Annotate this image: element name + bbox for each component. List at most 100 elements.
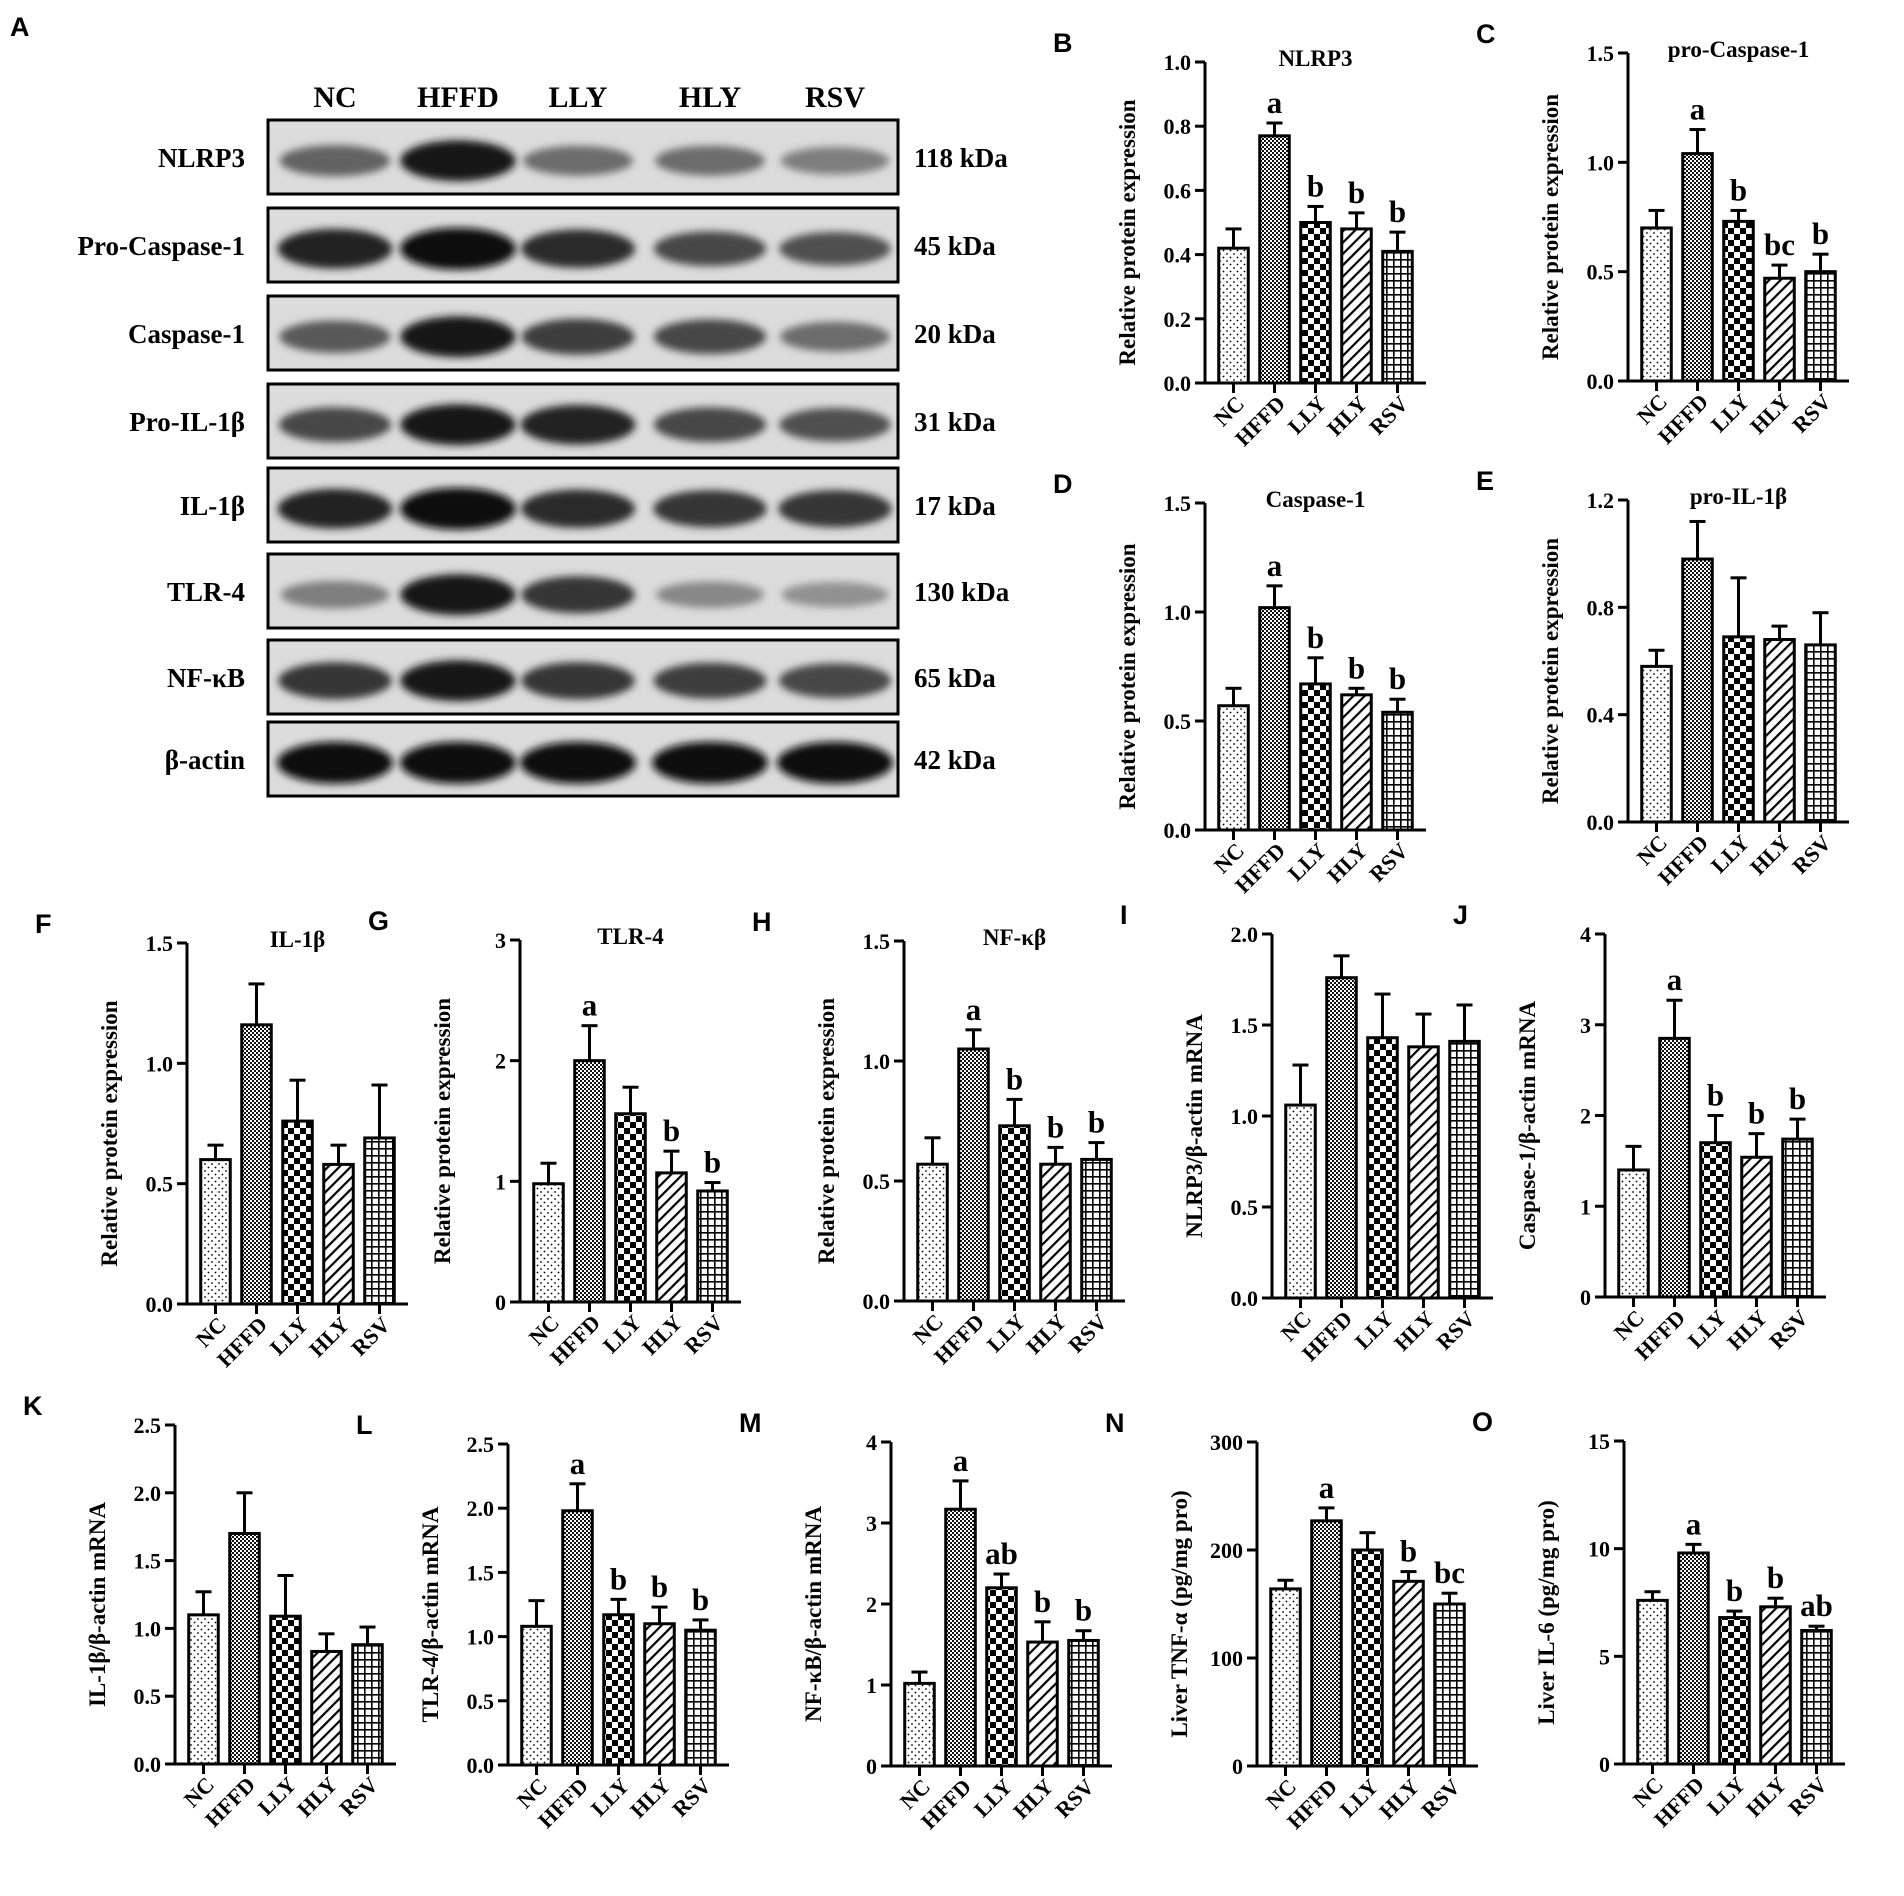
significance-letter: b [1348, 650, 1365, 685]
molecular-weight-label: 45 kDa [914, 231, 996, 261]
panel-label: E [1476, 466, 1494, 496]
bar [1718, 1616, 1751, 1766]
x-tick-label: LLY [969, 1774, 1017, 1822]
protein-band [523, 145, 633, 176]
bar [1340, 693, 1373, 832]
bar [1366, 1036, 1399, 1300]
y-tick-label: 0.5 [1231, 1195, 1259, 1220]
bar [903, 1681, 936, 1768]
x-tick-label: RSV [1063, 1309, 1112, 1358]
y-axis-label: IL-1β/β-actin mRNA [85, 1502, 110, 1707]
protein-band [400, 741, 516, 784]
y-tick-label: 0.8 [1164, 114, 1192, 139]
protein-band [653, 231, 767, 267]
x-tick-label: LLY [1706, 830, 1754, 878]
protein-band [653, 662, 767, 699]
y-axis-label: NF-κB/β-actin mRNA [801, 1506, 826, 1722]
protein-label: β-actin [165, 745, 245, 775]
panel-label: A [10, 12, 30, 42]
molecular-weight-label: 65 kDa [914, 663, 996, 693]
protein-label: IL-1β [180, 491, 245, 521]
x-tick-label: RSV [1050, 1774, 1099, 1823]
bar [228, 1531, 261, 1766]
bar [1258, 134, 1291, 385]
y-axis-label: Liver IL-6 (pg/mg pro) [1534, 1500, 1559, 1725]
protein-label: Pro-Caspase-1 [78, 231, 245, 261]
y-tick-label: 1.0 [1164, 50, 1192, 75]
bar [1080, 1157, 1113, 1303]
panel-label: M [739, 1408, 762, 1438]
panel-label: H [752, 907, 772, 937]
significance-letter: b [1034, 1584, 1051, 1619]
y-tick-label: 0.5 [134, 1684, 162, 1709]
panel-label: J [1453, 900, 1468, 930]
x-tick-label: HLY [1008, 1774, 1058, 1824]
y-tick-label: 0 [1580, 1285, 1591, 1310]
lane-label: RSV [805, 81, 865, 114]
x-tick-label: LLY [253, 1772, 301, 1820]
chart-title: NLRP3 [1278, 46, 1352, 71]
bar [1448, 1039, 1481, 1300]
bar [1699, 1141, 1732, 1299]
y-tick-label: 1.0 [1231, 1104, 1259, 1129]
y-tick-label: 2.0 [134, 1481, 162, 1506]
lane-label: NC [313, 81, 356, 114]
protein-label: NF-κB [167, 663, 245, 693]
protein-band [521, 576, 635, 614]
significance-letter: b [1767, 1560, 1784, 1595]
y-tick-label: 0.0 [146, 1292, 174, 1317]
y-tick-label: 1 [866, 1673, 877, 1698]
y-axis-label: Liver TNF-α (pg/mg pro) [1167, 1490, 1192, 1737]
blot-row: Pro-IL-1β 31 kDa [129, 382, 996, 460]
y-tick-label: 100 [1210, 1646, 1243, 1671]
panel-label: L [356, 1410, 373, 1440]
bar [655, 1171, 688, 1304]
western-blot-panel: A NC HFFD LLY HLY RSV NLRP3 118 kDa Pro-Caspas… [10, 12, 1010, 798]
protein-band [520, 404, 636, 445]
y-axis-label: NLRP3/β-actin mRNA [1182, 1014, 1207, 1238]
y-tick-label: 0.0 [467, 1753, 495, 1778]
bar [1392, 1579, 1425, 1768]
x-tick-label: LLY [586, 1773, 634, 1821]
chart-title: NF-κβ [983, 925, 1046, 950]
significance-letter: a [1319, 1470, 1335, 1505]
protein-band [279, 145, 391, 177]
protein-band [400, 574, 516, 616]
x-tick-label: RSV [1783, 1772, 1832, 1821]
bar [957, 1047, 990, 1303]
significance-letter: bc [1434, 1555, 1465, 1590]
protein-band [278, 662, 392, 700]
y-axis-label: Relative protein expression [1538, 94, 1563, 360]
significance-letter: a [1267, 85, 1283, 120]
y-tick-label: 0.0 [1587, 810, 1615, 835]
bar [1681, 557, 1714, 824]
y-tick-label: 0.5 [1587, 260, 1615, 285]
protein-band [779, 407, 891, 442]
y-tick-label: 200 [1210, 1538, 1243, 1563]
x-tick-label: LLY [1283, 838, 1331, 886]
significance-letter: a [966, 992, 982, 1027]
y-tick-label: 3 [1580, 1013, 1591, 1038]
bar [1381, 249, 1414, 385]
protein-band [653, 319, 767, 355]
bar [1800, 1628, 1833, 1766]
chart-panel-e: E 0.0 0.4 0.8 1.2 Relative protein expression… [1476, 466, 1849, 890]
lane-labels: NC HFFD LLY HLY RSV [313, 81, 865, 114]
x-tick-label: HLY [1322, 838, 1372, 888]
x-tick-label: LLY [1706, 389, 1754, 437]
protein-label: TLR-4 [167, 577, 245, 607]
protein-band [520, 229, 636, 268]
molecular-weight-label: 118 kDa [914, 143, 1008, 173]
protein-band [779, 231, 891, 266]
significance-letter: a [1690, 92, 1706, 127]
protein-band [520, 489, 636, 528]
protein-band [400, 487, 516, 530]
molecular-weight-label: 20 kDa [914, 319, 996, 349]
bar [1026, 1640, 1059, 1768]
bar [1740, 1155, 1773, 1299]
y-tick-label: 0.8 [1587, 595, 1615, 620]
y-tick-label: 1.5 [467, 1560, 495, 1585]
y-tick-label: 1.5 [1231, 1013, 1259, 1038]
y-axis-label: Relative protein expression [430, 998, 455, 1264]
